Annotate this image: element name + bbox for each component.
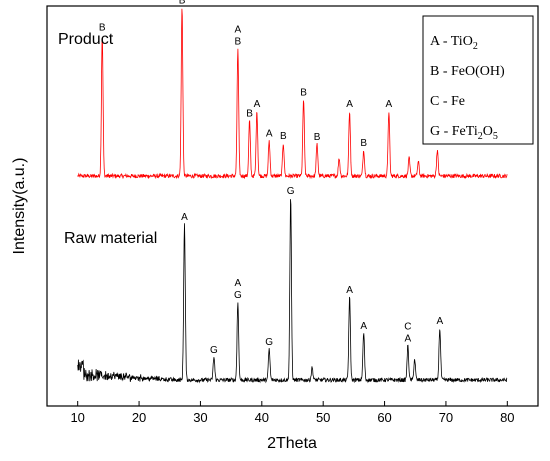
y-axis-label: Intensity(a.u.) [11, 158, 28, 255]
peak-label: G [287, 186, 295, 197]
peak-label: B [280, 131, 287, 142]
series-layer [77, 8, 508, 384]
peak-label: B [99, 22, 106, 33]
x-tick-label: 80 [500, 410, 514, 425]
peak-label: A [181, 212, 188, 223]
series-names: Product Raw material [58, 31, 157, 247]
legend-entry: G - FeTi2O5 [430, 124, 498, 142]
x-axis-ticks: 10 20 30 40 50 60 70 80 [70, 401, 515, 425]
peak-label: AB [179, 0, 186, 6]
series-name: Product [58, 31, 114, 48]
x-tick-label: 20 [132, 410, 146, 425]
peak-label: B [314, 132, 321, 143]
plot-frame [46, 5, 539, 407]
legend-box [422, 15, 534, 145]
legend-entry: C - Fe [430, 94, 465, 109]
peak-labels: BABABBAABBBABAAGAGGGAACAA [99, 0, 444, 356]
x-tick-label: 40 [255, 410, 269, 425]
series-line-1 [77, 199, 508, 384]
peak-label: A [346, 99, 353, 110]
peak-label: B [300, 87, 307, 98]
peak-label: A [360, 321, 367, 332]
series-name: Raw material [64, 230, 157, 247]
peak-label: G [265, 337, 273, 348]
x-tick-label: 70 [439, 410, 453, 425]
peak-label: A [266, 129, 273, 140]
peak-label: B [360, 138, 367, 149]
peak-label: A [254, 99, 261, 110]
peak-label: A [346, 285, 353, 296]
peak-label: A [386, 99, 393, 110]
peak-label: B [246, 109, 253, 120]
series-line-0 [77, 8, 508, 180]
x-tick-label: 60 [377, 410, 391, 425]
x-tick-label: 10 [70, 410, 84, 425]
x-axis-label: 2Theta [267, 435, 317, 452]
peak-label: G [210, 345, 218, 356]
legend: A - TiO2 B - FeO(OH) C - Fe G - FeTi2O5 [422, 15, 534, 145]
x-tick-label: 30 [193, 410, 207, 425]
x-tick-label: 50 [316, 410, 330, 425]
legend-entry: B - FeO(OH) [430, 64, 505, 79]
legend-entry: A - TiO2 [430, 34, 478, 52]
peak-label: A [436, 316, 443, 327]
